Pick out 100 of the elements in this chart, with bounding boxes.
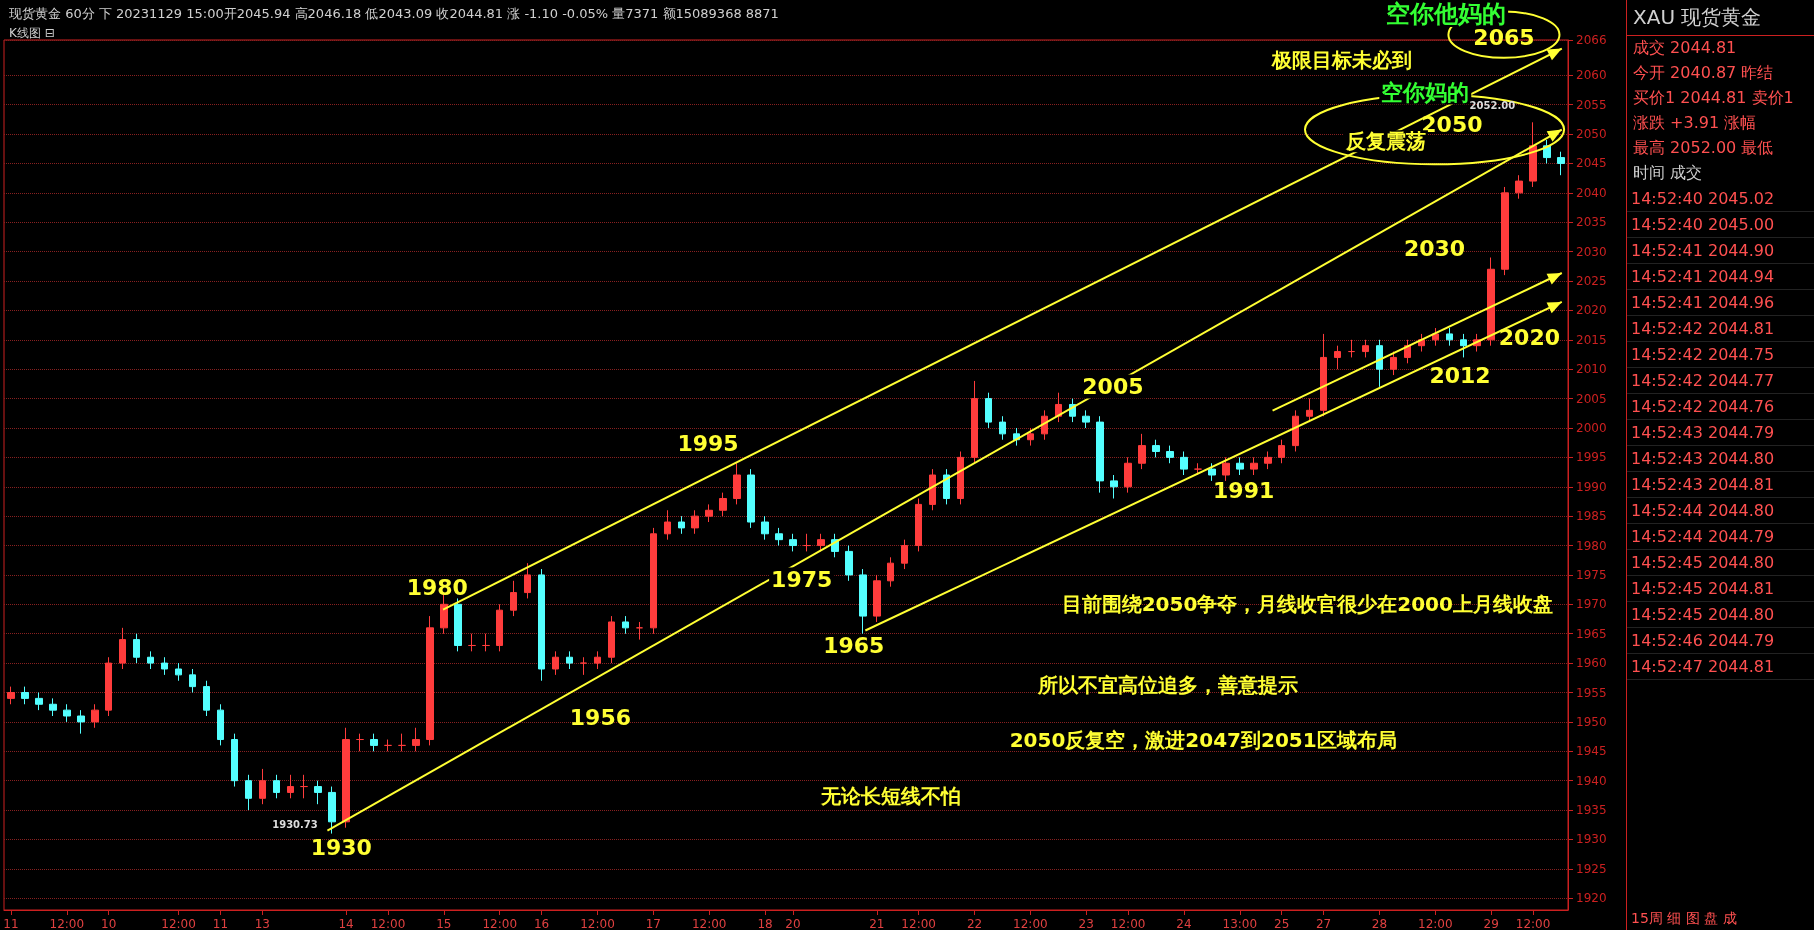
x-tick-label: 13: [254, 917, 270, 930]
candlestick: [650, 527, 657, 635]
y-tick-label: 2055: [1576, 97, 1607, 112]
candlestick: [957, 450, 964, 505]
y-tick-label: 1940: [1576, 773, 1607, 788]
y-tick-label: 2035: [1576, 215, 1607, 230]
y-tick-label: 1980: [1576, 538, 1607, 553]
candlestick: [7, 686, 15, 705]
text: 14:52:44 2044.80: [1627, 498, 1814, 524]
candlestick: [161, 656, 168, 676]
text: 14:52:41 2044.90: [1627, 238, 1814, 264]
y-tick-label: 2030: [1576, 244, 1607, 259]
candlestick: [189, 668, 196, 693]
y-tick-label: 2060: [1576, 68, 1607, 83]
x-tick-label: 11: [3, 917, 19, 930]
candlestick: [1194, 462, 1202, 476]
candlestick: [1250, 456, 1258, 476]
annotation: 2030: [1403, 236, 1466, 262]
annotation: 2050反复空，激进2047到2051区域布局: [1009, 728, 1397, 753]
candlestick: [1529, 121, 1537, 188]
text: 涨跌 +3.91 涨幅: [1632, 112, 1758, 134]
candlestick: [608, 615, 615, 664]
x-tick-label: 16: [533, 917, 550, 930]
candlestick: [398, 733, 406, 752]
x-tick-label: 12:00: [370, 917, 406, 930]
candlestick: [35, 692, 43, 711]
candlestick: [1515, 174, 1523, 200]
candlestick: [91, 703, 99, 729]
text: 最高 2052.00 最低: [1632, 137, 1775, 159]
text: 14:52:45 2044.80: [1627, 602, 1814, 628]
y-tick-label: 2040: [1576, 185, 1607, 200]
x-tick-label: 14: [338, 917, 354, 930]
candlestick: [454, 597, 462, 652]
x-tick-label: 12:00: [580, 917, 615, 930]
annotation: 2020: [1498, 325, 1561, 351]
candlestick: [1390, 351, 1397, 376]
text: 14:52:46 2044.79: [1627, 628, 1814, 654]
text: 14:52:42 2044.81: [1627, 316, 1814, 342]
candlestick: [594, 650, 601, 670]
candlestick: [789, 533, 797, 552]
candlestick: [1138, 433, 1146, 470]
candlestick: [873, 574, 881, 623]
text: 买价1 2044.81 卖价1: [1632, 87, 1795, 109]
x-tick-label: 12:00: [161, 917, 196, 930]
x-tick-label: 15: [436, 917, 452, 930]
candlestick: [1418, 333, 1425, 353]
candlestick: [1180, 450, 1188, 476]
annotation: 1956: [569, 704, 632, 730]
y-tick-label: 2000: [1576, 420, 1607, 435]
text: 14:52:40 2045.02: [1627, 186, 1814, 212]
candlestick: [845, 545, 853, 582]
y-tick-label: 1920: [1576, 891, 1607, 906]
annotation: 2012: [1429, 363, 1491, 389]
candlestick: [761, 515, 769, 541]
y-tick-label: 1935: [1576, 803, 1607, 818]
candlestick: [580, 656, 587, 676]
candlestick: [1264, 450, 1272, 470]
text: 14:52:42 2044.77: [1627, 368, 1814, 394]
candlestick: [566, 650, 573, 670]
text: 14:52:45 2044.81: [1627, 576, 1814, 602]
text: XAU 现货黄金: [1627, 0, 1814, 36]
candlestick: [370, 733, 378, 752]
candlestick: [691, 509, 699, 535]
y-tick-label: 2050: [1576, 127, 1607, 142]
candlestick: [664, 509, 671, 541]
candlestick: [105, 656, 112, 717]
x-tick-label: 29: [1483, 917, 1499, 930]
annotation: 空你妈的: [1381, 80, 1470, 106]
y-tick-label: 1960: [1576, 656, 1607, 671]
candlestick: [203, 680, 210, 717]
candlestick: [915, 498, 922, 552]
y-tick-label: 1970: [1576, 597, 1607, 612]
candlestick: [1362, 339, 1369, 358]
candlestick: [1320, 333, 1327, 417]
candlestick: [1334, 345, 1341, 370]
candlestick: [1082, 409, 1090, 429]
text: 时间 成交: [1632, 162, 1704, 184]
candlestick: [929, 468, 936, 511]
candlestick: [1208, 462, 1216, 482]
x-tick-label: 20: [785, 917, 801, 930]
candlestick: [133, 633, 140, 664]
x-tick-label: 22: [966, 917, 983, 930]
candlestick: [887, 556, 894, 588]
candlestick: [1222, 456, 1230, 482]
candlestick: [356, 733, 364, 752]
candlestick: [1292, 409, 1299, 452]
candlestick: [1432, 327, 1439, 347]
text: 14:52:44 2044.79: [1627, 524, 1814, 550]
candlestick: [678, 515, 685, 535]
y-tick-label: 1990: [1576, 479, 1607, 494]
y-tick-label: 2010: [1576, 362, 1607, 377]
text: 14:52:43 2044.79: [1627, 420, 1814, 446]
candlestick: [538, 568, 545, 682]
candlestick: [901, 539, 908, 570]
y-tick-label: 2066: [1576, 33, 1607, 47]
candlestick: [1460, 333, 1467, 358]
annotation: 1995: [677, 430, 739, 456]
x-tick-label: 28: [1371, 917, 1388, 930]
candlestick: [775, 527, 783, 547]
x-tick-label: 23: [1078, 917, 1094, 930]
